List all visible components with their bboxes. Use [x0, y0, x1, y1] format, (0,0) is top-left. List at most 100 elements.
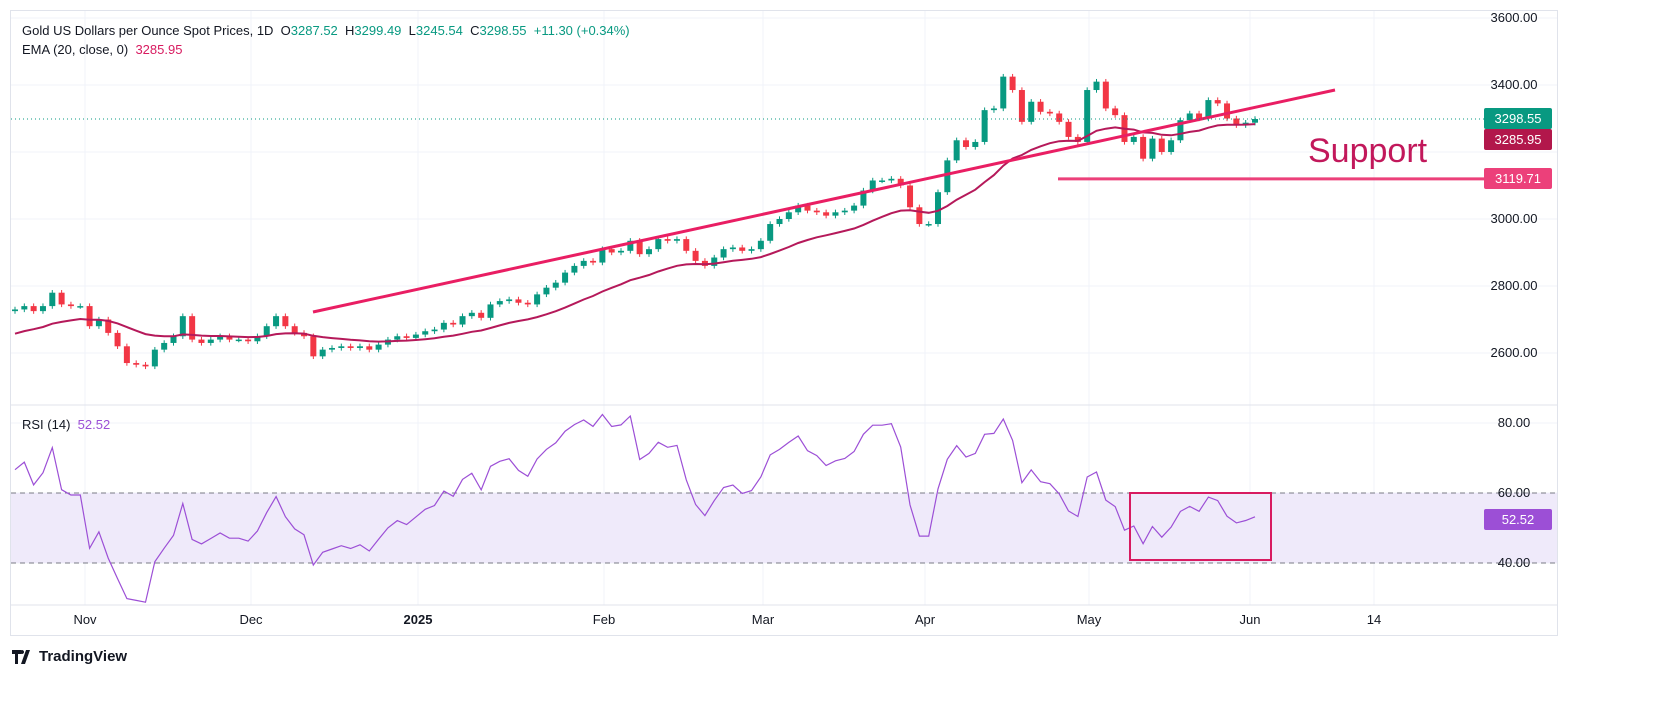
candle-body	[972, 141, 979, 147]
symbol-title: Gold US Dollars per Ounce Spot Prices, 1…	[22, 23, 274, 38]
candle-body	[422, 331, 429, 335]
candle-body	[571, 265, 578, 273]
candle-body	[962, 140, 969, 147]
candle-body	[534, 294, 541, 305]
candle-body	[823, 212, 830, 216]
candle-body	[1233, 118, 1240, 126]
candle-body	[328, 347, 335, 350]
candle-body	[720, 249, 727, 258]
candle-body	[468, 312, 475, 317]
candle-body	[189, 316, 196, 340]
candle-body	[1196, 113, 1203, 119]
open-label: O	[280, 23, 291, 38]
candle-body	[39, 306, 46, 312]
price-tick-label: 3600.00	[1490, 10, 1538, 25]
candle-body	[1168, 140, 1175, 152]
open-value: 3287.52	[290, 23, 338, 38]
candle-body	[356, 346, 363, 348]
candle-body	[580, 260, 587, 266]
candle-body	[683, 239, 690, 251]
candle-body	[133, 363, 140, 365]
time-tick-label: Mar	[751, 612, 775, 627]
ema-label: EMA (20, close, 0)	[22, 42, 129, 57]
rsi-value: 52.52	[77, 417, 111, 432]
rsi-tick-label: 40.00	[1497, 555, 1531, 570]
candle-body	[627, 240, 634, 251]
rsi-legend[interactable]: RSI (14) 52.52	[22, 417, 110, 432]
candle-body	[319, 349, 326, 357]
candle-body	[1252, 118, 1258, 123]
candle-body	[645, 249, 652, 255]
candle-body	[1074, 136, 1081, 142]
close-value: 3298.55	[479, 23, 527, 38]
rsi-tick-label: 60.00	[1497, 485, 1531, 500]
candle-body	[888, 178, 895, 181]
candle-body	[897, 178, 904, 186]
candle-body	[1056, 113, 1063, 122]
candle-body	[524, 302, 531, 305]
candle-body	[179, 316, 186, 337]
price-tick-label: 2800.00	[1490, 278, 1538, 293]
candle-body	[785, 212, 792, 219]
last-price-badge: 3298.55	[1484, 108, 1552, 129]
ema-price-badge: 3285.95	[1484, 129, 1552, 150]
tradingview-logo[interactable]: TradingView	[12, 648, 127, 665]
candle-body	[916, 207, 923, 225]
candle-body	[217, 336, 224, 340]
candle-body	[77, 306, 84, 308]
candle-body	[813, 210, 820, 213]
candle-body	[254, 336, 261, 342]
candle-body	[263, 326, 270, 337]
candle-body	[757, 240, 764, 250]
ema-legend[interactable]: EMA (20, close, 0) 3285.95	[22, 42, 182, 57]
logo-text: TradingView	[39, 648, 128, 665]
candle-body	[1140, 136, 1147, 159]
candle-body	[944, 160, 951, 193]
tradingview-logo-icon	[12, 649, 30, 664]
candle-body	[394, 336, 401, 340]
candle-body	[338, 346, 345, 348]
candle-body	[1065, 121, 1072, 137]
candle-body	[1093, 81, 1100, 91]
candle-body	[869, 180, 876, 191]
candle-body	[795, 205, 802, 213]
rsi-band	[11, 493, 1557, 563]
low-value: 3245.54	[415, 23, 463, 38]
time-tick-label: Feb	[592, 612, 616, 627]
support-price-badge: 3119.71	[1484, 168, 1552, 189]
candle-body	[123, 346, 130, 364]
symbol-legend: Gold US Dollars per Ounce Spot Prices, 1…	[22, 23, 630, 38]
candle-body	[879, 180, 886, 182]
candle-body	[590, 260, 597, 263]
candle-body	[1037, 101, 1044, 112]
candle-body	[21, 306, 28, 310]
candle-body	[1000, 76, 1007, 109]
high-label: H	[345, 23, 355, 38]
low-label: L	[408, 23, 416, 38]
candle-body	[562, 272, 569, 283]
price-tick-label: 2600.00	[1490, 345, 1538, 360]
candle-body	[403, 336, 410, 338]
candle-body	[49, 292, 56, 307]
candle-body	[1149, 138, 1156, 159]
candle-body	[1186, 113, 1193, 121]
candle-body	[664, 239, 671, 241]
candle-body	[412, 334, 419, 338]
price-tick-label: 3000.00	[1490, 211, 1538, 226]
candle-body	[1028, 101, 1035, 122]
time-tick-label: Apr	[914, 612, 936, 627]
rsi-highlight-box	[1129, 492, 1272, 561]
rsi-line	[14, 413, 1256, 603]
high-value: 3299.49	[354, 23, 402, 38]
candle-body	[207, 339, 214, 343]
candle-body	[291, 326, 298, 333]
candle-body	[1018, 90, 1025, 122]
candle-body	[1112, 108, 1119, 116]
candle-body	[459, 316, 466, 325]
support-annotation[interactable]: Support	[1308, 132, 1428, 170]
candle-body	[1224, 103, 1231, 119]
candle-body	[151, 349, 158, 367]
change-value: +11.30 (+0.34%)	[533, 23, 630, 38]
candle-body	[58, 292, 65, 305]
